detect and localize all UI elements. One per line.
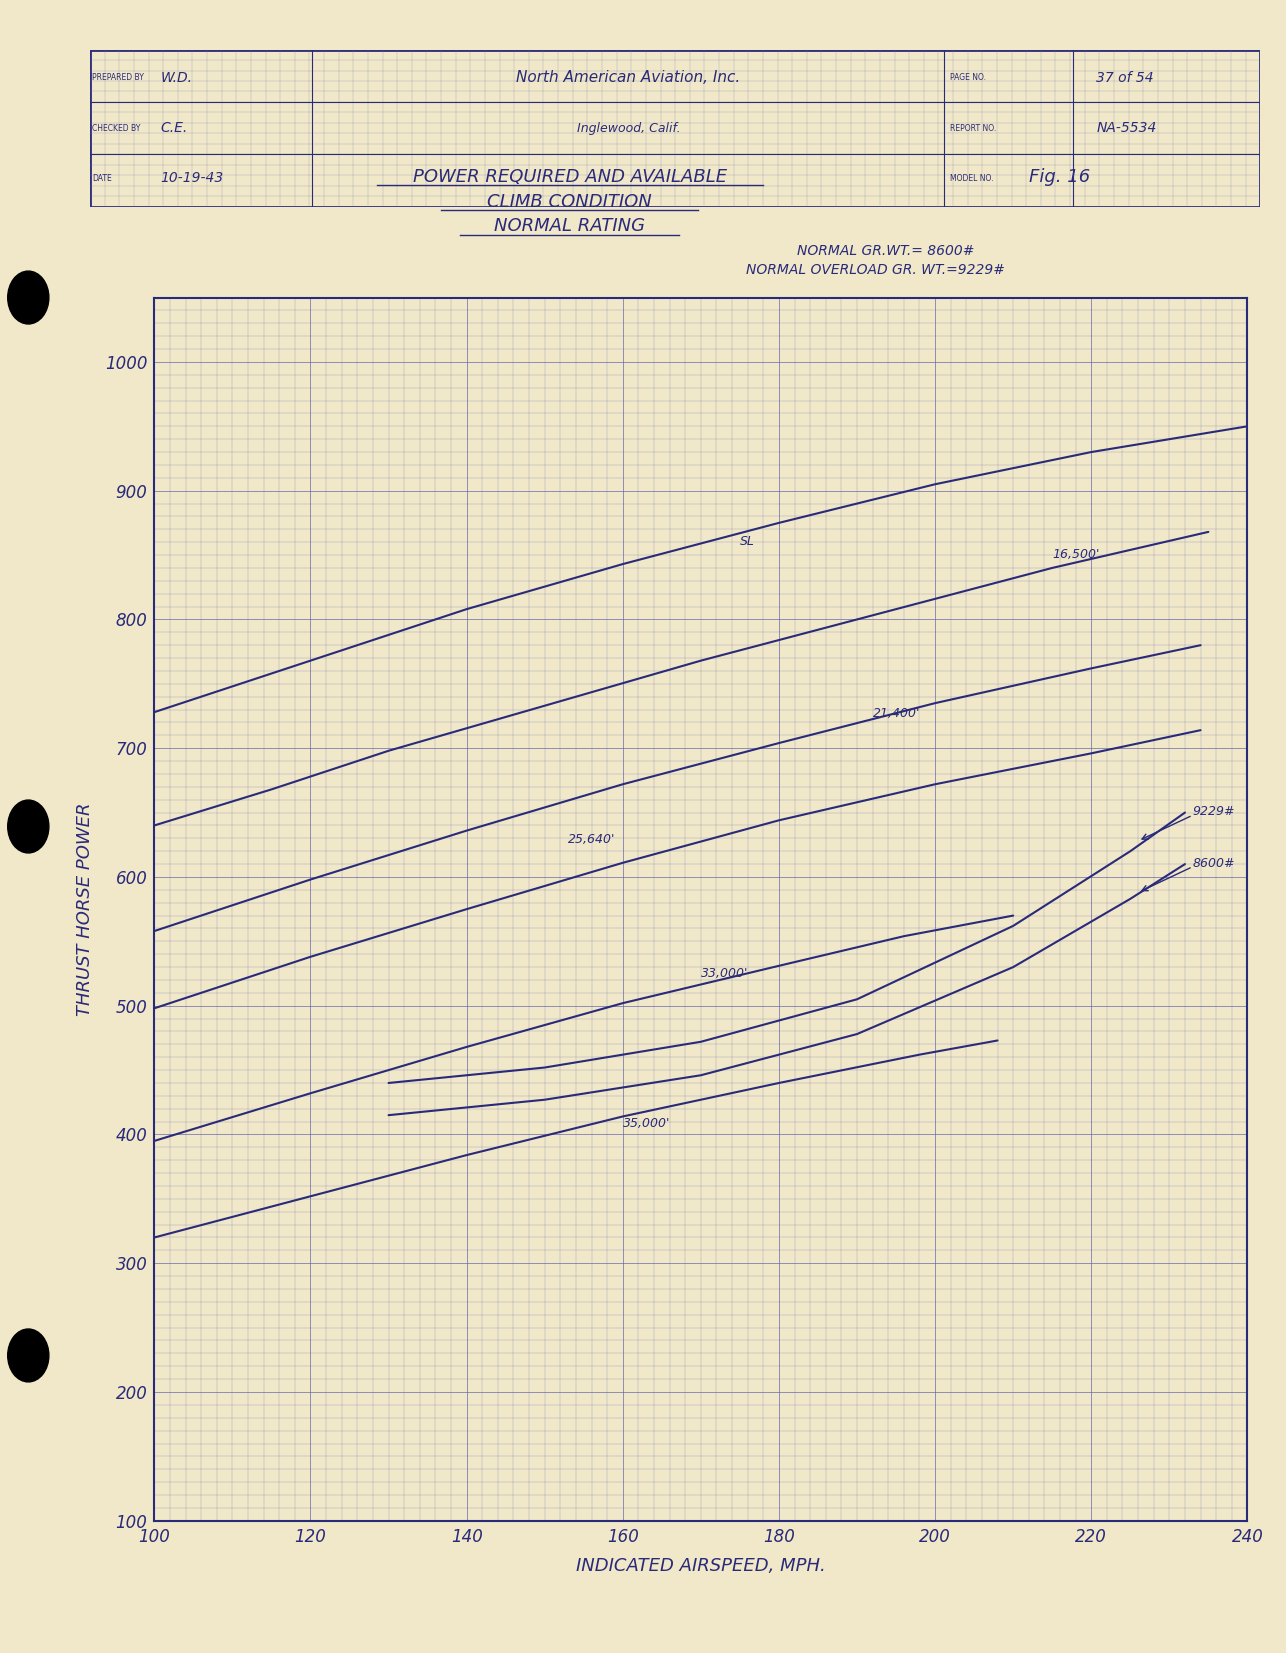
- Text: CHECKED BY: CHECKED BY: [93, 124, 140, 132]
- Text: 25,640': 25,640': [568, 833, 616, 846]
- Text: Fig. 16: Fig. 16: [1029, 169, 1091, 185]
- Text: REPORT NO.: REPORT NO.: [950, 124, 997, 132]
- Text: 9229#: 9229#: [1192, 805, 1236, 818]
- Text: 16,500': 16,500': [1052, 547, 1100, 560]
- Text: SL: SL: [739, 536, 755, 547]
- Text: 8600#: 8600#: [1192, 856, 1236, 869]
- Text: 21,400': 21,400': [873, 707, 919, 721]
- Text: W.D.: W.D.: [161, 71, 192, 84]
- Text: C.E.: C.E.: [161, 121, 188, 136]
- Text: MODEL NO.: MODEL NO.: [950, 174, 994, 183]
- Text: 35,000': 35,000': [622, 1117, 670, 1129]
- Text: POWER REQUIRED AND AVAILABLE: POWER REQUIRED AND AVAILABLE: [413, 169, 727, 185]
- Text: NORMAL RATING: NORMAL RATING: [494, 218, 646, 235]
- Text: DATE: DATE: [93, 174, 112, 183]
- Text: Inglewood, Calif.: Inglewood, Calif.: [576, 122, 680, 134]
- Text: NORMAL GR.WT.= 8600#: NORMAL GR.WT.= 8600#: [797, 243, 975, 258]
- Text: 37 of 54: 37 of 54: [1097, 71, 1154, 84]
- Text: 10-19-43: 10-19-43: [161, 172, 224, 185]
- Text: North American Aviation, Inc.: North American Aviation, Inc.: [516, 71, 741, 86]
- Text: NORMAL OVERLOAD GR. WT.=9229#: NORMAL OVERLOAD GR. WT.=9229#: [746, 263, 1004, 278]
- Text: PREPARED BY: PREPARED BY: [93, 73, 144, 83]
- Text: PAGE NO.: PAGE NO.: [950, 73, 986, 83]
- Y-axis label: THRUST HORSE POWER: THRUST HORSE POWER: [76, 802, 94, 1017]
- Text: CLIMB CONDITION: CLIMB CONDITION: [487, 193, 652, 210]
- X-axis label: INDICATED AIRSPEED, MPH.: INDICATED AIRSPEED, MPH.: [576, 1557, 826, 1575]
- Text: NA-5534: NA-5534: [1097, 121, 1157, 136]
- Text: 33,000': 33,000': [701, 967, 748, 980]
